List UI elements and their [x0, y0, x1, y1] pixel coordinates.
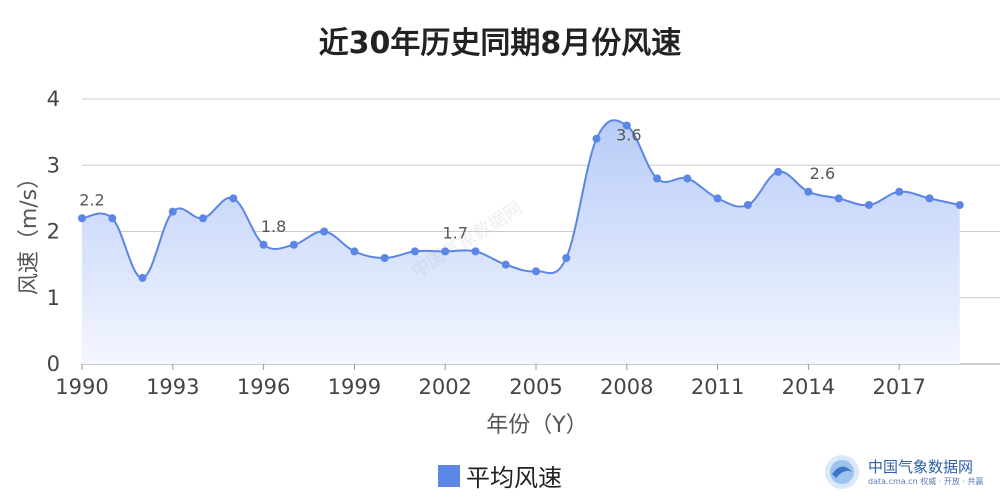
- x-tick-label: 2005: [509, 375, 562, 399]
- data-point[interactable]: [380, 254, 389, 262]
- x-tick-label: 2008: [600, 375, 653, 399]
- y-tick-label: 4: [47, 87, 60, 111]
- y-axis-title: 风速（m/s）: [17, 167, 42, 295]
- data-point[interactable]: [168, 207, 177, 216]
- y-tick-label: 0: [47, 352, 60, 376]
- legend[interactable]: 平均风速: [438, 458, 562, 493]
- logo: 中国气象数据网 data.cma.cn 权威 · 开放 · 共赢: [822, 452, 983, 492]
- data-point[interactable]: [804, 187, 813, 196]
- data-point[interactable]: [653, 174, 662, 183]
- data-point[interactable]: [229, 194, 238, 203]
- data-point[interactable]: [471, 247, 480, 256]
- data-point[interactable]: [592, 134, 601, 143]
- data-point[interactable]: [895, 187, 904, 196]
- data-point[interactable]: [350, 247, 359, 256]
- y-tick-label: 2: [47, 220, 60, 244]
- data-point[interactable]: [199, 214, 208, 223]
- data-point[interactable]: [955, 201, 964, 209]
- logo-url-line: data.cma.cn 权威 · 开放 · 共赢: [868, 476, 984, 486]
- data-point[interactable]: [713, 194, 722, 203]
- data-label: 2.2: [79, 190, 104, 209]
- x-tick-label: 2017: [872, 375, 925, 399]
- data-point[interactable]: [562, 254, 571, 262]
- legend-swatch: [438, 464, 460, 487]
- legend-label: 平均风速: [466, 464, 562, 492]
- data-point[interactable]: [622, 121, 631, 130]
- x-tick-label: 2011: [691, 375, 744, 399]
- x-axis-title: 年份（Y）: [486, 413, 587, 438]
- x-tick-label: 2014: [782, 375, 835, 399]
- data-point[interactable]: [441, 247, 450, 256]
- data-point[interactable]: [834, 194, 843, 203]
- data-point[interactable]: [864, 201, 873, 209]
- data-point[interactable]: [410, 247, 419, 256]
- data-point[interactable]: [108, 214, 117, 223]
- data-label: 1.7: [442, 223, 467, 242]
- data-point[interactable]: [78, 214, 86, 223]
- chart-title: 近30年历史同期8月份风速: [318, 26, 682, 61]
- data-point[interactable]: [743, 201, 752, 209]
- data-point[interactable]: [289, 240, 298, 249]
- data-label: 3.6: [616, 126, 641, 145]
- data-point[interactable]: [320, 227, 329, 236]
- data-point[interactable]: [683, 174, 692, 183]
- series-area-fill: [82, 120, 960, 364]
- logo-icon: [825, 455, 859, 489]
- y-tick-label: 3: [47, 153, 60, 177]
- x-tick-label: 1990: [55, 375, 108, 399]
- y-tick-label: 1: [47, 286, 60, 310]
- data-point[interactable]: [138, 273, 147, 282]
- x-tick-label: 1999: [328, 375, 381, 399]
- logo-name: 中国气象数据网: [868, 457, 974, 476]
- x-tick-label: 1993: [146, 375, 199, 399]
- data-point[interactable]: [925, 194, 934, 203]
- data-point[interactable]: [532, 267, 540, 276]
- data-label: 2.6: [810, 164, 835, 183]
- data-label: 1.8: [261, 217, 286, 236]
- data-point[interactable]: [774, 167, 783, 176]
- data-point[interactable]: [501, 260, 510, 269]
- x-tick-label: 2002: [418, 375, 471, 399]
- x-tick-label: 1996: [237, 375, 290, 399]
- data-point[interactable]: [259, 240, 268, 249]
